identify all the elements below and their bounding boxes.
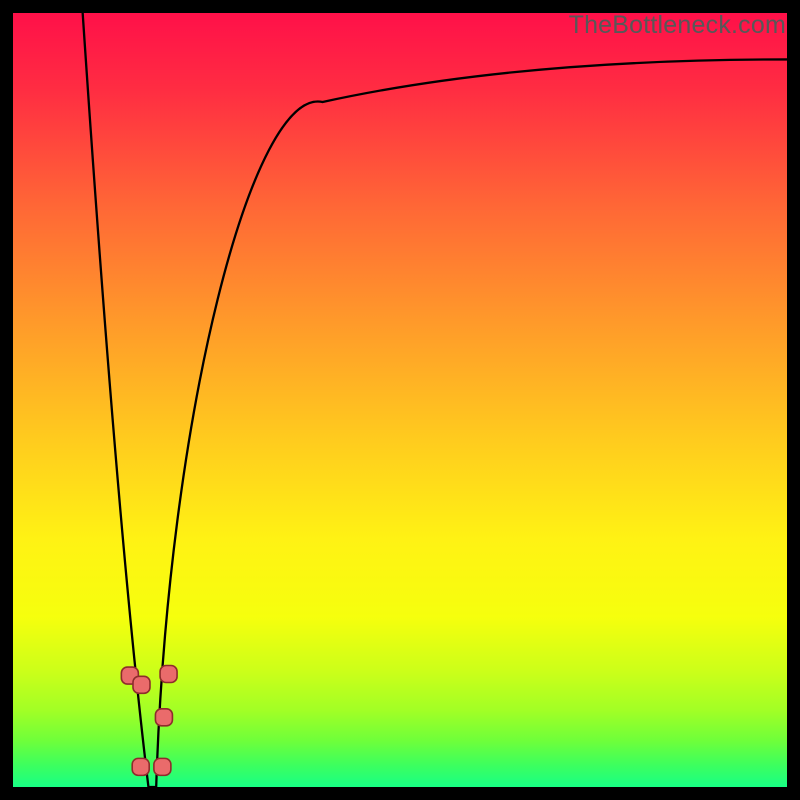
chart-svg: [0, 0, 800, 800]
data-marker: [133, 676, 150, 693]
watermark-text: TheBottleneck.com: [569, 11, 786, 40]
chart-canvas: TheBottleneck.com: [0, 0, 800, 800]
data-marker: [154, 758, 171, 775]
data-marker: [132, 758, 149, 775]
data-marker: [155, 709, 172, 726]
data-marker: [160, 665, 177, 682]
